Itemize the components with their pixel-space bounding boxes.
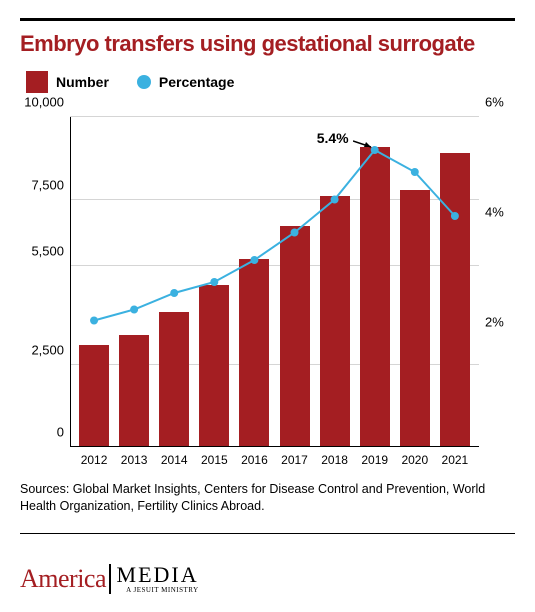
legend-item-line: Percentage <box>137 74 234 90</box>
y-right-tick: 2% <box>485 315 515 330</box>
line-marker <box>291 229 299 237</box>
brand-media-wrap: MEDIA A JESUIT MINISTRY <box>117 564 199 594</box>
brand-name: America <box>20 564 106 594</box>
x-tick: 2019 <box>360 453 390 467</box>
bar-swatch-icon <box>26 71 48 93</box>
top-rule <box>20 18 515 21</box>
x-axis: 2012 2013 2014 2015 2016 2017 2018 2019 2020 2021 <box>70 447 479 467</box>
line-marker <box>210 278 218 286</box>
x-tick: 2020 <box>400 453 430 467</box>
y-left-tick: 2,500 <box>20 342 64 357</box>
x-tick: 2016 <box>239 453 269 467</box>
line-marker <box>411 168 419 176</box>
y-left-tick: 7,500 <box>20 177 64 192</box>
line-marker <box>250 256 258 264</box>
line-marker <box>170 289 178 297</box>
y-axis-left: 02,5005,5007,50010,000 <box>20 117 64 447</box>
dot-swatch-icon <box>137 75 151 89</box>
chart-card: Embryo transfers using gestational surro… <box>0 0 535 612</box>
line-marker <box>451 212 459 220</box>
y-left-tick: 5,500 <box>20 243 64 258</box>
legend-bar-label: Number <box>56 74 109 90</box>
y-axis-right: 2%4%6% <box>485 117 515 447</box>
legend: Number Percentage <box>26 71 515 93</box>
x-tick: 2017 <box>280 453 310 467</box>
bottom-rule <box>20 533 515 534</box>
line-overlay <box>70 117 479 447</box>
y-left-tick: 10,000 <box>20 95 64 110</box>
legend-line-label: Percentage <box>159 74 234 90</box>
callout-arrow-icon <box>353 137 383 149</box>
y-right-tick: 4% <box>485 205 515 220</box>
x-tick: 2015 <box>199 453 229 467</box>
line-marker <box>90 317 98 325</box>
sources-text: Sources: Global Market Insights, Centers… <box>20 481 515 515</box>
brand-logo: America MEDIA A JESUIT MINISTRY <box>20 564 199 594</box>
x-tick: 2012 <box>79 453 109 467</box>
peak-callout: 5.4% <box>317 130 349 146</box>
legend-item-bar: Number <box>26 71 109 93</box>
x-tick: 2018 <box>320 453 350 467</box>
brand-tag: A JESUIT MINISTRY <box>126 587 199 594</box>
x-tick: 2014 <box>159 453 189 467</box>
y-left-tick: 0 <box>20 425 64 440</box>
brand-sub: MEDIA <box>117 564 199 586</box>
line-series <box>94 150 455 321</box>
chart-plot-area: 02,5005,5007,50010,000 2%4%6% 5.4% <box>70 117 479 447</box>
x-tick: 2021 <box>440 453 470 467</box>
line-marker <box>331 196 339 204</box>
y-right-tick: 6% <box>485 95 515 110</box>
chart-title: Embryo transfers using gestational surro… <box>20 31 515 57</box>
line-marker <box>130 306 138 314</box>
x-tick: 2013 <box>119 453 149 467</box>
brand-separator-icon <box>109 564 111 594</box>
